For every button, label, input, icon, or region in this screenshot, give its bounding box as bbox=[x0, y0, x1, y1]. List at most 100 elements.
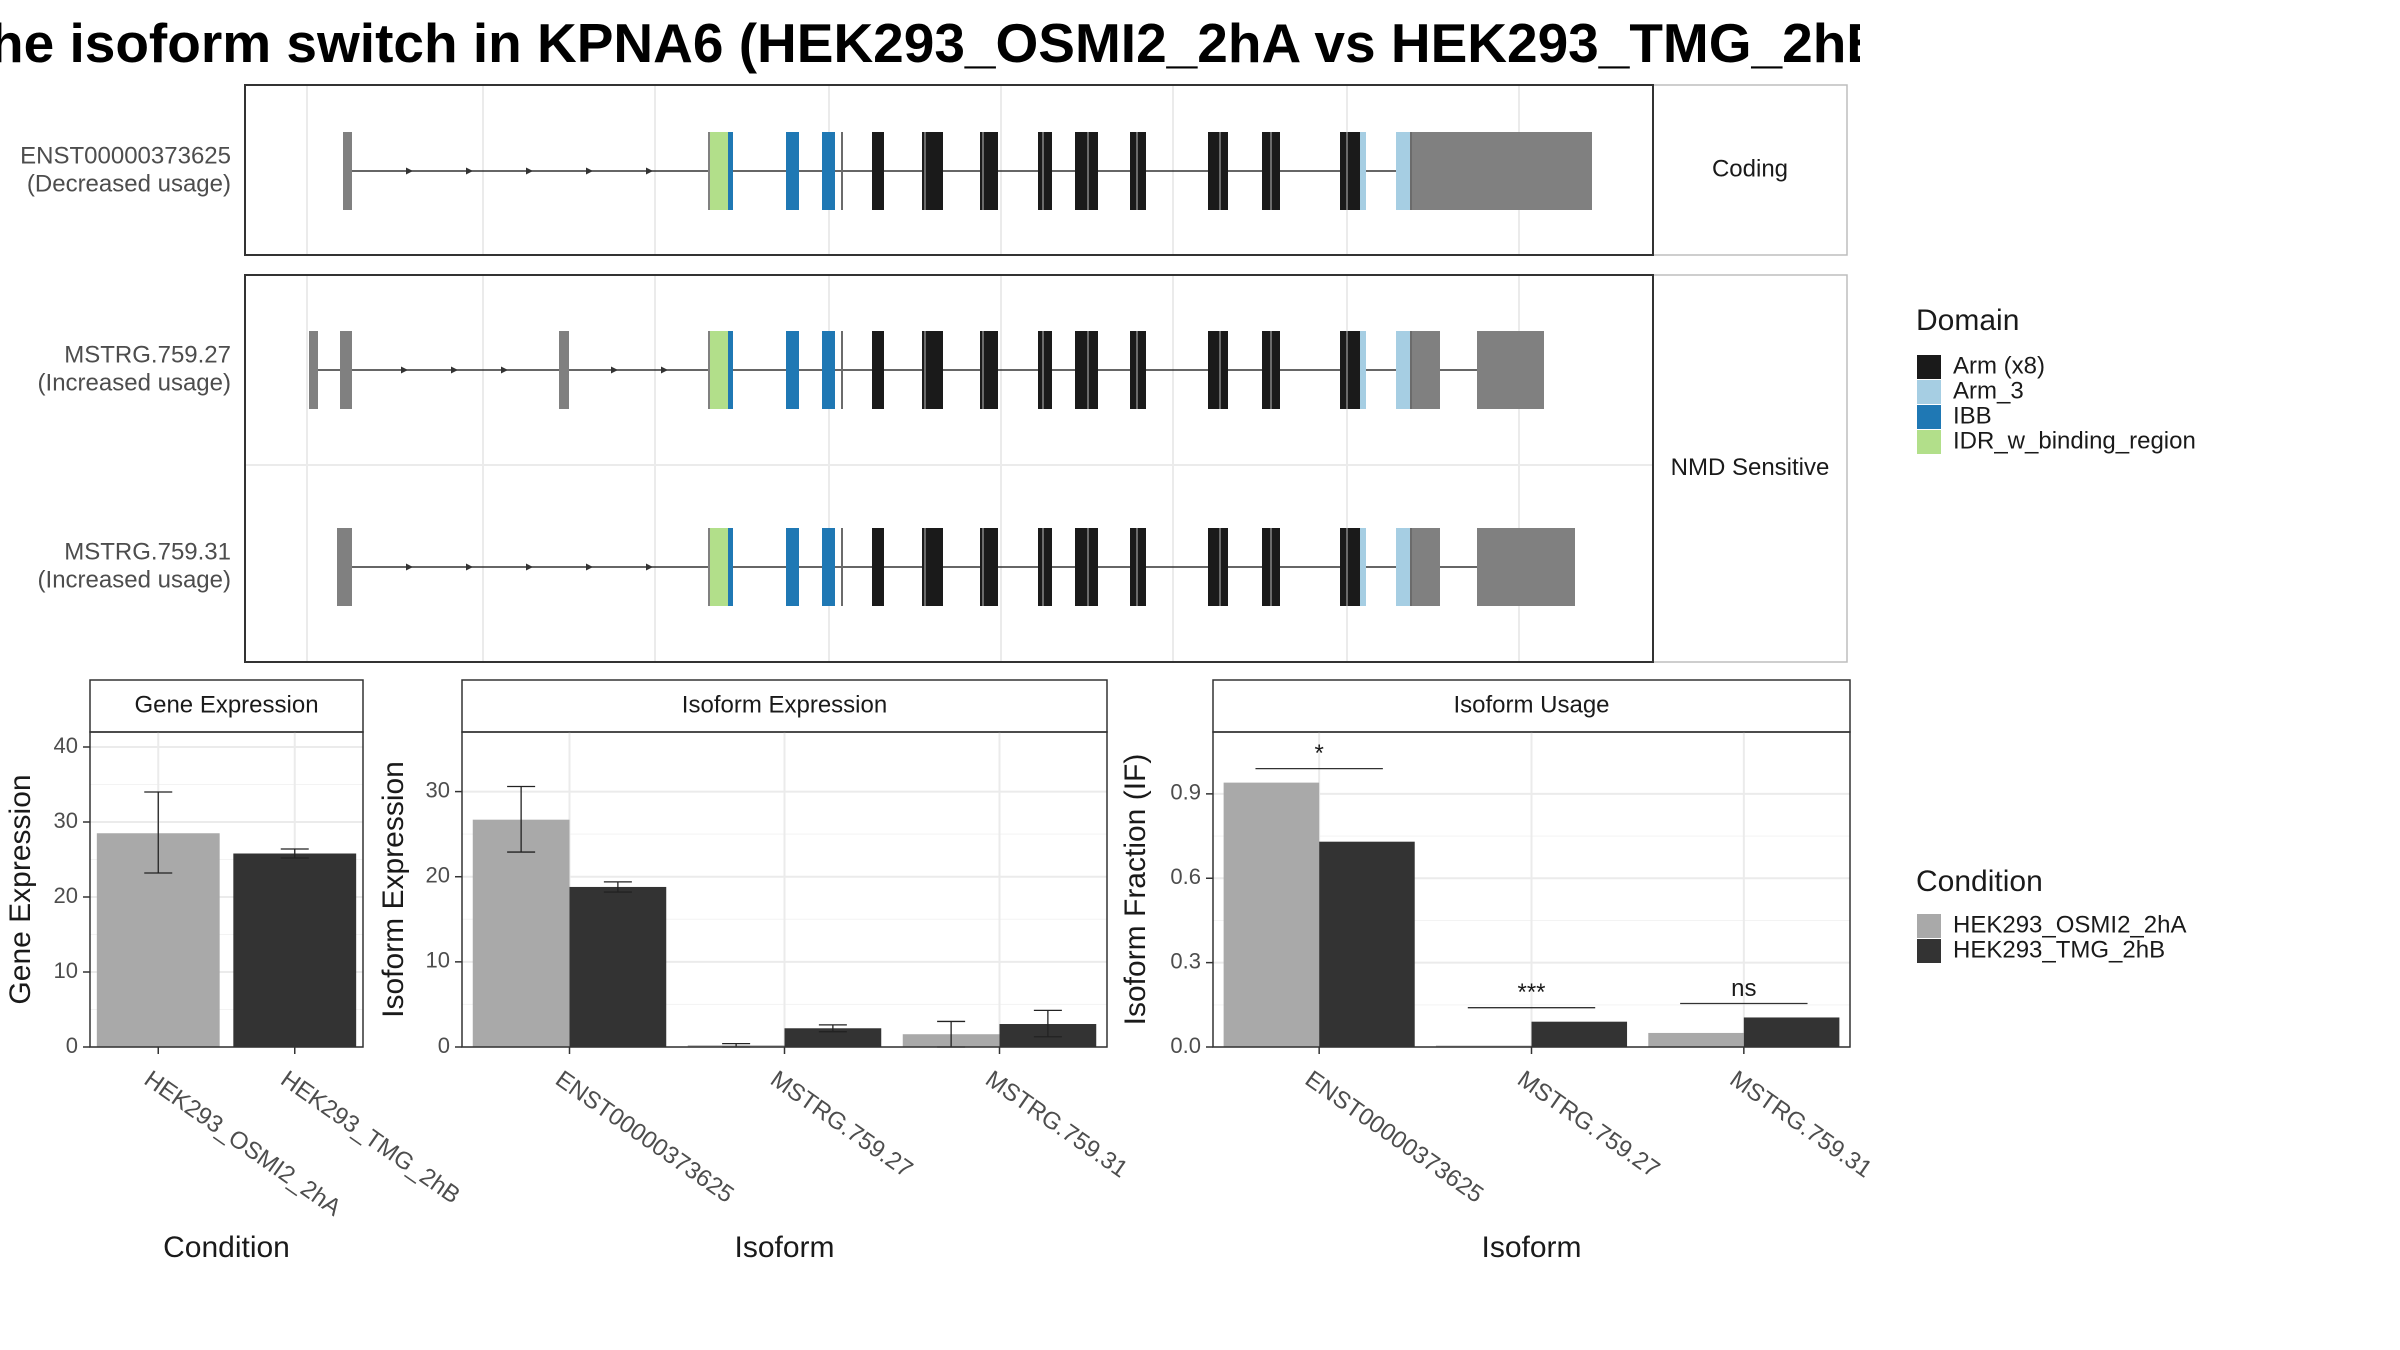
isoform-expression-ytick-label: 0 bbox=[438, 1033, 450, 1058]
isoform-enst00000373625-direction-arrow bbox=[586, 167, 593, 175]
condition-legend-label: HEK293_OSMI2_2hA bbox=[1953, 911, 2186, 938]
isoform-expression-ylabel: Isoform Expression bbox=[377, 761, 410, 1018]
isoform-mstrg-759-31-domain-block bbox=[786, 528, 799, 606]
isoform-mstrg-759-31-domain-block bbox=[1360, 528, 1366, 606]
isoform-mstrg-759-27-domain-block bbox=[786, 331, 799, 409]
isoform-enst00000373625-isoform-usage: (Decreased usage) bbox=[27, 170, 231, 197]
domain-legend-key bbox=[1917, 380, 1941, 404]
isoform-enst00000373625-domain-block bbox=[1038, 132, 1052, 210]
isoform-mstrg-759-27-exon-boundary bbox=[1270, 331, 1272, 409]
isoform-enst00000373625-exon-boundary bbox=[1219, 132, 1221, 210]
gene-expression-ytick-label: 30 bbox=[54, 808, 78, 833]
domain-legend-title: Domain bbox=[1916, 304, 2019, 337]
isoform-expression-xtick-label: MSTRG.759.31 bbox=[980, 1066, 1132, 1184]
isoform-mstrg-759-31-domain-block bbox=[728, 528, 733, 606]
isoform-mstrg-759-27-domain-block bbox=[1340, 331, 1360, 409]
isoform-mstrg-759-31-direction-arrow bbox=[526, 563, 533, 571]
isoform-mstrg-759-27-domain-block bbox=[1075, 331, 1098, 409]
isoform-mstrg-759-27-domain-block bbox=[872, 331, 884, 409]
isoform-usage-bar bbox=[1319, 841, 1415, 1047]
isoform-mstrg-759-27-exon-boundary bbox=[841, 331, 843, 409]
isoform-usage-xtick-label: ENST00000373625 bbox=[1300, 1066, 1488, 1209]
isoform-usage-strip bbox=[1212, 679, 1851, 733]
isoform-mstrg-759-27-utr-exon bbox=[340, 331, 352, 409]
isoform-usage-bar bbox=[1223, 782, 1320, 1047]
isoform-mstrg-759-27-domain-block bbox=[1208, 331, 1228, 409]
isoform-enst00000373625-exon-boundary bbox=[1136, 132, 1138, 210]
isoform-enst00000373625-direction-arrow bbox=[406, 167, 413, 175]
isoform-mstrg-759-27-exon-boundary bbox=[982, 331, 984, 409]
domain-legend-key bbox=[1917, 405, 1941, 429]
isoform-mstrg-759-31-domain-block bbox=[710, 528, 719, 606]
isoform-mstrg-759-27-direction-arrow bbox=[611, 366, 618, 374]
isoform-mstrg-759-27-domain-block bbox=[728, 331, 733, 409]
gene-expression-border bbox=[89, 731, 364, 1048]
isoform-mstrg-759-27-exon-boundary bbox=[1042, 331, 1044, 409]
isoform-mstrg-759-31-direction-arrow bbox=[466, 563, 473, 571]
isoform-enst00000373625-exon-boundary bbox=[1410, 132, 1412, 210]
isoform-mstrg-759-31-domain-block bbox=[822, 528, 835, 606]
isoform-expression-ytick-label: 30 bbox=[426, 777, 450, 802]
isoform-enst00000373625-exon-boundary bbox=[1346, 132, 1348, 210]
isoform-enst00000373625-domain-block bbox=[710, 132, 719, 210]
isoform-mstrg-759-31-utr-exon bbox=[1418, 528, 1440, 606]
isoform-mstrg-759-31-exon-boundary bbox=[1087, 528, 1089, 606]
domain-legend-label: IBB bbox=[1953, 402, 1992, 429]
isoform-enst00000373625-domain-block bbox=[1208, 132, 1228, 210]
isoform-mstrg-759-31-isoform-name: MSTRG.759.31 bbox=[64, 538, 231, 565]
isoform-enst00000373625-domain-block bbox=[980, 132, 998, 210]
isoform-enst00000373625-exon-boundary bbox=[924, 132, 926, 210]
isoform-mstrg-759-31-exon-boundary bbox=[982, 528, 984, 606]
isoform-expression-ytick-label: 20 bbox=[426, 863, 450, 888]
isoform-mstrg-759-31-utr-exon bbox=[1477, 528, 1575, 606]
isoform-mstrg-759-31-exon-boundary bbox=[924, 528, 926, 606]
gene-expression-xlabel: Condition bbox=[163, 1231, 290, 1264]
isoform-mstrg-759-27-domain-block bbox=[1396, 331, 1410, 409]
isoform-mstrg-759-27-isoform-name: MSTRG.759.27 bbox=[64, 341, 231, 368]
isoform-usage-ytick-label: 0.6 bbox=[1170, 864, 1201, 889]
domain-legend-key bbox=[1917, 355, 1941, 379]
isoform-usage-xtick-label: MSTRG.759.27 bbox=[1512, 1066, 1664, 1184]
isoform-enst00000373625-exon-boundary bbox=[982, 132, 984, 210]
isoform-mstrg-759-31-exon-boundary bbox=[1270, 528, 1272, 606]
isoform-expression-bar bbox=[784, 1028, 882, 1047]
isoform-mstrg-759-31-exon-boundary bbox=[1410, 528, 1412, 606]
isoform-mstrg-759-31-domain-block bbox=[980, 528, 998, 606]
isoform-enst00000373625-domain-block bbox=[1360, 132, 1366, 210]
isoform-mstrg-759-31-isoform-usage: (Increased usage) bbox=[38, 566, 231, 593]
isoform-mstrg-759-27-direction-arrow bbox=[451, 366, 458, 374]
isoform-enst00000373625-exon-boundary bbox=[1087, 132, 1089, 210]
isoform-mstrg-759-31-exon-boundary bbox=[1136, 528, 1138, 606]
condition-legend-title: Condition bbox=[1916, 865, 2043, 898]
isoform-usage-ytick-label: 0.3 bbox=[1170, 948, 1201, 973]
isoform-enst00000373625-domain-block bbox=[872, 132, 884, 210]
isoform-mstrg-759-31-direction-arrow bbox=[646, 563, 653, 571]
isoform-expression-bar bbox=[569, 886, 667, 1047]
isoform-usage-bar bbox=[1531, 1021, 1628, 1047]
isoform-mstrg-759-31-domain-block bbox=[1396, 528, 1410, 606]
gene-expression-strip bbox=[89, 679, 364, 733]
isoform-usage-significance-label: *** bbox=[1517, 979, 1545, 1006]
isoform-enst00000373625-exon-boundary bbox=[1042, 132, 1044, 210]
isoform-mstrg-759-27-isoform-usage: (Increased usage) bbox=[38, 369, 231, 396]
isoform-mstrg-759-27-domain-block bbox=[1038, 331, 1052, 409]
isoform-mstrg-759-27-domain-block bbox=[922, 331, 943, 409]
condition-legend-label: HEK293_TMG_2hB bbox=[1953, 936, 2165, 963]
isoform-enst00000373625-direction-arrow bbox=[526, 167, 533, 175]
isoform-mstrg-759-31-domain-block bbox=[1340, 528, 1360, 606]
isoform-mstrg-759-27-domain-block bbox=[980, 331, 998, 409]
isoform-usage-significance-label: ns bbox=[1731, 975, 1756, 1002]
gene-expression-ytick-label: 40 bbox=[54, 733, 78, 758]
nmd-panel-background bbox=[245, 275, 1653, 662]
isoform-enst00000373625-domain-block bbox=[1075, 132, 1098, 210]
isoform-enst00000373625-exon-boundary bbox=[1270, 132, 1272, 210]
isoform-mstrg-759-31-direction-arrow bbox=[586, 563, 593, 571]
chart-title: he isoform switch in KPNA6 (HEK293_OSMI2… bbox=[0, 12, 1860, 74]
coding-panel-border bbox=[244, 84, 1654, 256]
isoform-usage-title: Isoform Usage bbox=[1453, 691, 1609, 718]
isoform-usage-significance-label: * bbox=[1314, 740, 1323, 767]
isoform-mstrg-759-27-domain-block bbox=[822, 331, 835, 409]
condition-legend-key bbox=[1917, 914, 1941, 938]
gene-expression-ytick-label: 10 bbox=[54, 958, 78, 983]
gene-expression-title: Gene Expression bbox=[134, 691, 318, 718]
